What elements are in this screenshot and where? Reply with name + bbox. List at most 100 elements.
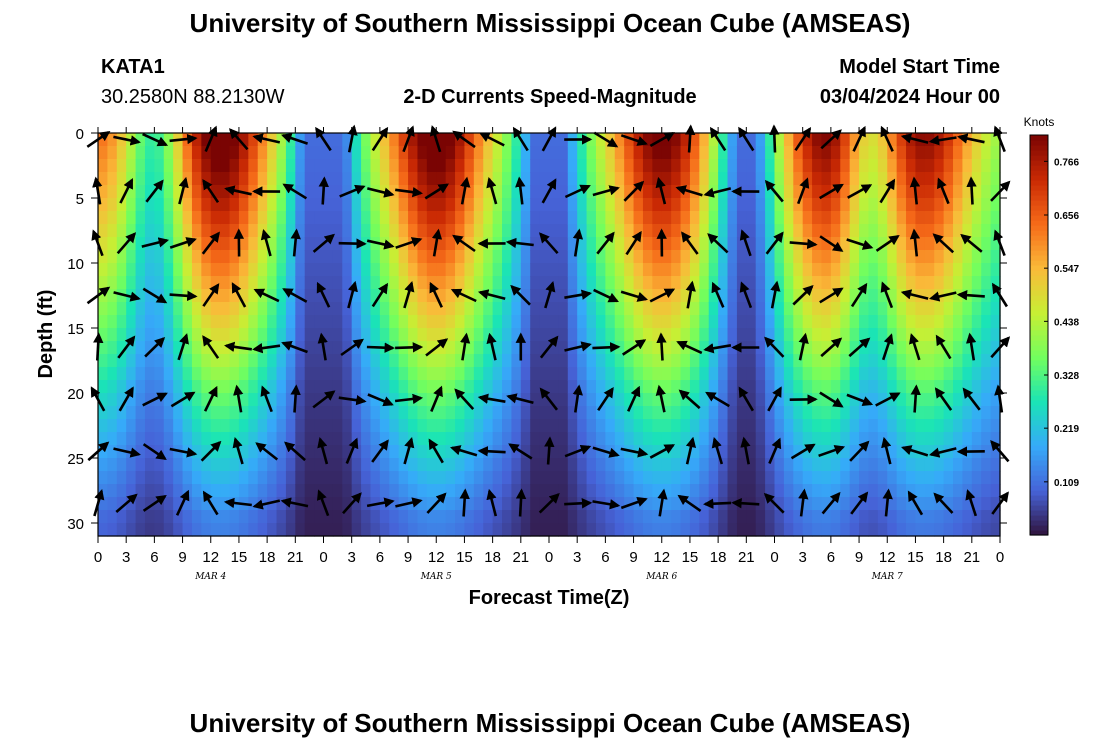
- heatmap-cell: [483, 302, 494, 316]
- heatmap-cell: [981, 315, 992, 329]
- heatmap-cell: [285, 432, 296, 446]
- heatmap-cell: [210, 367, 221, 381]
- x-tick-label: 21: [287, 549, 304, 566]
- heatmap-cell: [351, 471, 362, 485]
- heatmap-cell: [163, 250, 174, 264]
- heatmap-cell: [436, 484, 447, 498]
- heatmap-cell: [445, 354, 456, 368]
- heatmap-cell: [492, 159, 503, 173]
- heatmap-cell: [182, 276, 193, 290]
- heatmap-cell: [445, 172, 456, 186]
- heatmap-cell: [323, 406, 334, 420]
- heatmap-cell: [633, 146, 644, 160]
- heatmap-cell: [699, 146, 710, 160]
- heatmap-cell: [605, 328, 616, 342]
- heatmap-cell: [962, 471, 973, 485]
- heatmap-cell: [379, 367, 390, 381]
- current-arrow: [224, 341, 252, 353]
- current-arrow: [281, 341, 308, 354]
- heatmap-cell: [389, 510, 400, 524]
- heatmap-cell: [915, 523, 926, 537]
- heatmap-cell: [981, 263, 992, 277]
- heatmap-cell: [144, 276, 155, 290]
- heatmap-cell: [314, 484, 325, 498]
- heatmap-cell: [849, 185, 860, 199]
- heatmap-cell: [464, 276, 475, 290]
- heatmap-cell: [530, 471, 541, 485]
- heatmap-cell: [924, 315, 935, 329]
- colorbar-segment: [1030, 175, 1048, 181]
- heatmap-cell: [163, 237, 174, 251]
- heatmap-cell: [530, 393, 541, 407]
- heatmap-cell: [379, 419, 390, 433]
- heatmap-cell: [361, 445, 372, 459]
- heatmap-cell: [915, 315, 926, 329]
- heatmap-cell: [238, 224, 249, 238]
- x-tick-label: 18: [484, 549, 501, 566]
- heatmap-cell: [614, 315, 625, 329]
- heatmap-cell: [943, 328, 954, 342]
- heatmap-cell: [182, 159, 193, 173]
- current-arrow: [395, 342, 424, 353]
- heatmap-cell: [605, 510, 616, 524]
- heatmap-cell: [98, 250, 108, 264]
- heatmap-cell: [154, 224, 165, 238]
- heatmap-cell: [276, 523, 287, 537]
- heatmap-cell: [943, 510, 954, 524]
- heatmap-cell: [577, 419, 588, 433]
- heatmap-cell: [126, 224, 137, 238]
- heatmap-cell: [652, 367, 663, 381]
- heatmap-cell: [502, 302, 513, 316]
- heatmap-cell: [323, 471, 334, 485]
- heatmap-cell: [962, 406, 973, 420]
- heatmap-cell: [924, 146, 935, 160]
- heatmap-cell: [887, 380, 898, 394]
- current-arrow: [395, 497, 423, 508]
- heatmap-cell: [257, 159, 268, 173]
- current-arrow: [731, 498, 760, 509]
- heatmap-cell: [830, 211, 841, 225]
- heatmap-cell: [370, 432, 381, 446]
- heatmap-cell: [586, 315, 597, 329]
- heatmap-cell: [229, 250, 240, 264]
- heatmap-cell: [774, 159, 785, 173]
- heatmap-cell: [783, 302, 794, 316]
- current-arrow: [477, 446, 506, 457]
- heatmap-cell: [859, 315, 870, 329]
- heatmap-cell: [718, 198, 729, 212]
- heatmap-cell: [708, 380, 719, 394]
- heatmap-cell: [595, 133, 606, 147]
- heatmap-cell: [680, 289, 691, 303]
- heatmap-cell: [708, 133, 719, 147]
- heatmap-cell: [736, 211, 747, 225]
- heatmap-cell: [633, 523, 644, 537]
- current-arrow: [477, 289, 506, 300]
- heatmap-cell: [642, 211, 653, 225]
- heatmap-cell: [727, 354, 738, 368]
- heatmap-cell: [765, 380, 776, 394]
- heatmap-cell: [624, 484, 635, 498]
- heatmap-cell: [783, 237, 794, 251]
- y-tick-label: 20: [67, 386, 84, 403]
- heatmap-cell: [990, 146, 1001, 160]
- heatmap-cell: [924, 354, 935, 368]
- colorbar-segment: [1030, 325, 1048, 331]
- heatmap-cell: [483, 367, 494, 381]
- heatmap-cell: [802, 341, 813, 355]
- heatmap-cell: [464, 237, 475, 251]
- heatmap-cell: [727, 302, 738, 316]
- heatmap-cell: [276, 250, 287, 264]
- heatmap-cell: [877, 237, 888, 251]
- heatmap-cell: [671, 211, 682, 225]
- current-arrow: [820, 129, 842, 150]
- heatmap-cell: [163, 445, 174, 459]
- heatmap-cell: [389, 146, 400, 160]
- heatmap-cell: [351, 367, 362, 381]
- heatmap-cell: [126, 458, 137, 472]
- heatmap-cell: [445, 406, 456, 420]
- current-arrow: [117, 335, 136, 359]
- colorbar-tick-label: 0.219: [1054, 424, 1079, 435]
- heatmap-cell: [614, 172, 625, 186]
- heatmap-cell: [323, 185, 334, 199]
- heatmap-cell: [408, 523, 419, 537]
